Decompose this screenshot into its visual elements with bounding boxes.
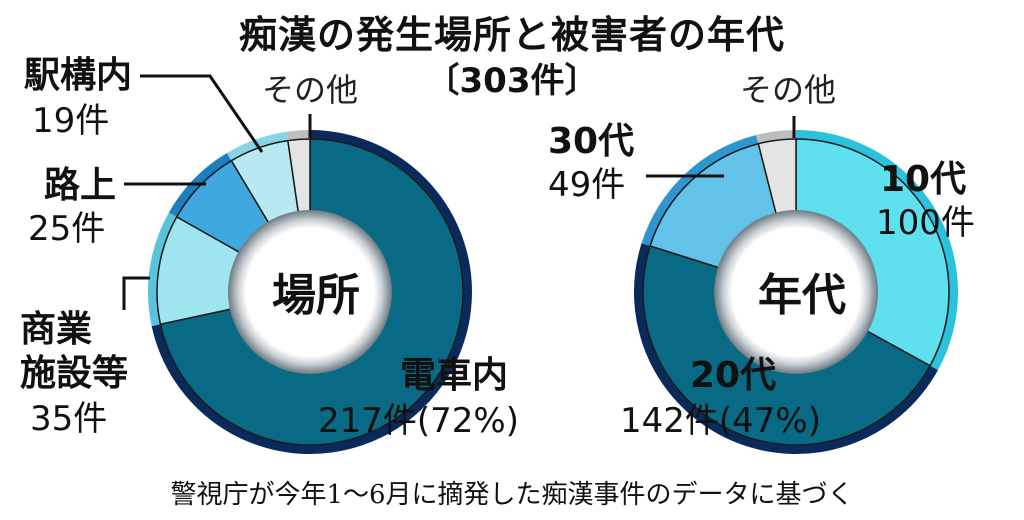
slice-label-train: 電車内	[400, 355, 509, 396]
slice-count-thirties: 49件	[548, 165, 626, 205]
pie-chart-age	[634, 130, 958, 454]
slice-count-twenties: 142件(47%)	[620, 401, 821, 441]
pie-age-center-hole	[714, 210, 878, 374]
slice-count-street: 25件	[28, 209, 106, 249]
slice-label-street: 路上	[44, 165, 117, 206]
source-note: 警視庁が今年1～6月に摘発した痴漢事件のデータに基づく	[170, 480, 854, 510]
slice-count-commercial: 35件	[30, 399, 108, 439]
slice-label-teens: 10代	[880, 159, 967, 200]
leader-commercial	[122, 276, 150, 310]
slice-label-commercial-1: 商業	[20, 309, 93, 350]
leader-station	[140, 74, 264, 153]
slice-label-station: 駅構内	[24, 55, 133, 96]
chart-title: 痴漢の発生場所と被害者の年代	[238, 13, 785, 57]
slice-label-other-age: その他	[740, 71, 837, 109]
pie-chart-location	[147, 130, 472, 454]
pie-location-center-hole	[228, 210, 392, 374]
center-label-age: 年代	[758, 270, 846, 321]
slice-label-twenties: 20代	[690, 355, 777, 396]
slice-label-commercial-2: 施設等	[20, 353, 129, 394]
slice-count-station: 19件	[32, 101, 110, 141]
slice-count-teens: 100件	[876, 203, 975, 243]
slice-label-other-location: その他	[262, 71, 359, 109]
center-label-location: 場所	[272, 270, 360, 321]
chart-subtitle: 〔303件〕	[425, 61, 599, 101]
slice-label-thirties: 30代	[548, 121, 635, 162]
slice-count-train: 217件(72%)	[318, 401, 519, 441]
leader-lines	[122, 74, 796, 310]
